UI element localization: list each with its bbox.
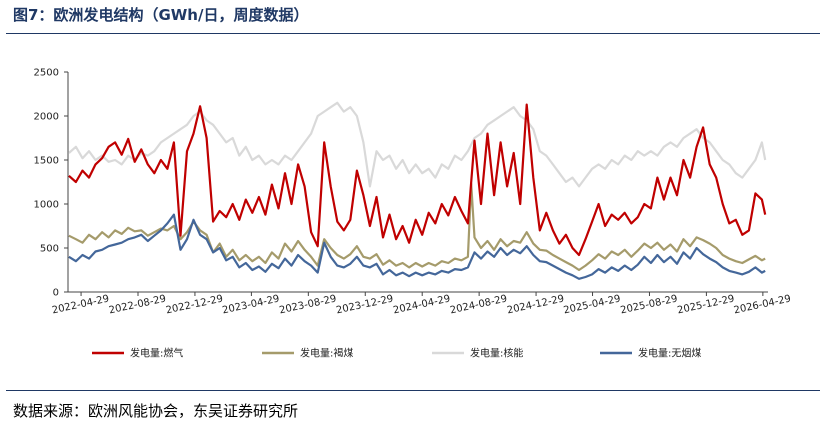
line-chart: 0 500 1000 1500 2000 2500 2022-04-292022-08-2… — [34, 68, 792, 360]
legend-label-2: 发电量:核能 — [470, 347, 523, 360]
x-tick-label: 2024-04-29 — [392, 294, 451, 317]
series-line-1 — [68, 182, 766, 272]
x-tick-label: 2023-04-29 — [221, 294, 280, 317]
y-tick-label: 2000 — [34, 112, 59, 123]
y-tick-label: 0 — [53, 288, 59, 299]
x-tick-label: 2024-08-29 — [449, 294, 508, 317]
x-tick-label: 2026-04-29 — [733, 294, 792, 317]
legend-label-3: 发电量:无烟煤 — [638, 347, 701, 360]
title-rule — [6, 33, 820, 34]
page-title: 图7：欧洲发电结构（GWh/日，周度数据） — [13, 6, 309, 24]
legend: 发电量:燃气 发电量:褐煤 发电量:核能 发电量:无烟煤 — [92, 347, 701, 360]
series-line-3 — [68, 213, 766, 280]
source-rule — [6, 390, 820, 391]
x-tick-label: 2022-08-29 — [108, 294, 167, 317]
x-tick-label: 2022-12-29 — [165, 294, 224, 317]
y-axis: 0 500 1000 1500 2000 2500 — [34, 68, 69, 299]
y-tick-label: 500 — [40, 244, 59, 255]
x-tick-label: 2025-12-29 — [676, 294, 735, 317]
x-tick-label: 2022-04-29 — [51, 294, 110, 317]
x-tick-label: 2023-08-29 — [278, 294, 337, 317]
y-tick-label: 1500 — [34, 156, 59, 167]
legend-label-0: 发电量:燃气 — [130, 347, 183, 360]
series-line-0 — [68, 103, 767, 257]
legend-label-1: 发电量:褐煤 — [300, 347, 353, 360]
series-lines — [68, 101, 767, 280]
source-note: 数据来源：欧洲风能协会，东吴证券研究所 — [13, 402, 299, 420]
x-axis: 2022-04-292022-08-292022-12-292023-04-29… — [51, 291, 792, 317]
x-tick-label: 2025-08-29 — [619, 294, 678, 317]
x-tick-label: 2023-12-29 — [335, 294, 394, 317]
y-tick-label: 1000 — [34, 200, 59, 211]
x-tick-label: 2025-04-29 — [563, 294, 622, 317]
series-line-2 — [68, 101, 767, 188]
x-tick-label: 2024-12-29 — [506, 294, 565, 317]
y-tick-label: 2500 — [34, 68, 59, 79]
